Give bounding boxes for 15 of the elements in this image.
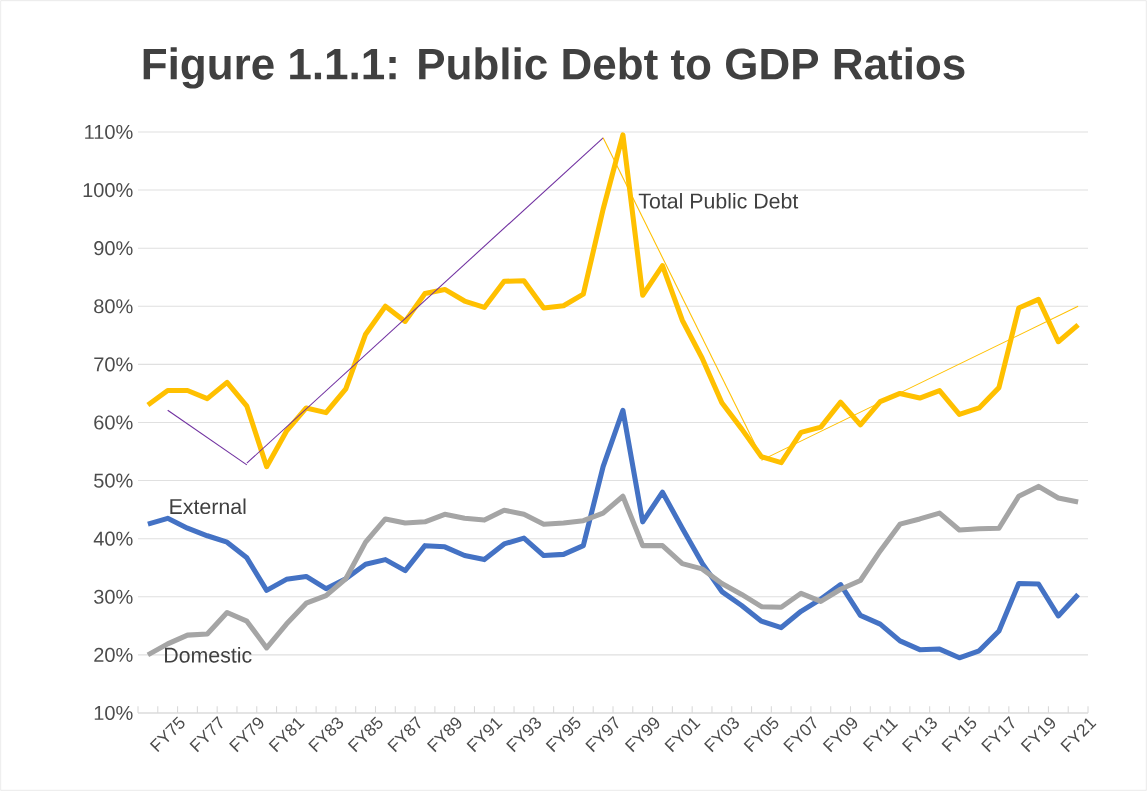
series-label: Domestic (165, 647, 252, 663)
y-tick-label: 70% (94, 357, 133, 372)
y-tick-label: 40% (93, 531, 133, 546)
y-tick-label: 60% (94, 415, 133, 430)
y-tick-label: 100% (83, 183, 133, 198)
y-tick-label: 10% (94, 705, 133, 721)
y-tick-label: 80% (94, 299, 133, 314)
y-tick-label: 110% (85, 124, 133, 140)
chart-title: Figure 1.1.1: Public Debt to GDP Ratios (143, 47, 965, 89)
y-tick-label: 50% (94, 473, 133, 488)
series-label: Total Public Debt (638, 192, 799, 209)
y-tick-label: 90% (94, 241, 133, 256)
y-tick-label: 30% (94, 589, 133, 604)
series-label: External (170, 498, 246, 515)
y-tick-label: 20% (94, 647, 133, 662)
